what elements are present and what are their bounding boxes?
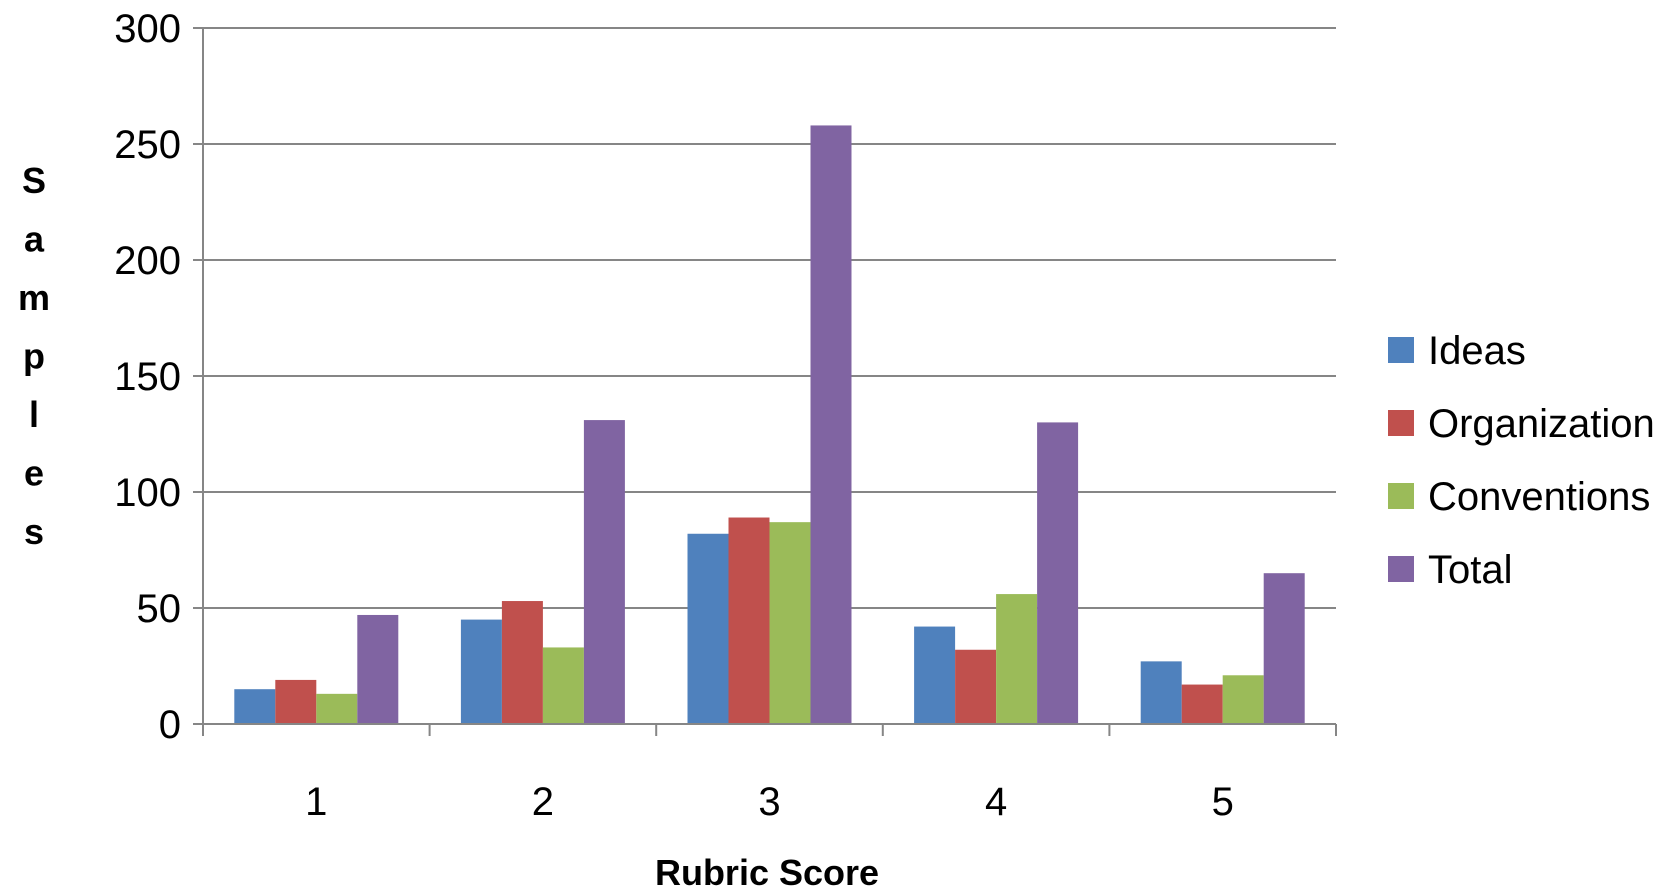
legend-label: Organization (1428, 402, 1655, 446)
x-tick-label: 3 (758, 780, 780, 824)
bar-organization (275, 679, 317, 724)
bar-conventions (1222, 675, 1264, 724)
x-tick-label: 2 (532, 780, 554, 824)
legend-swatch (1388, 483, 1414, 509)
y-tick-label: 250 (114, 123, 181, 167)
legend-swatch (1388, 556, 1414, 582)
y-axis-title-letter: m (18, 277, 50, 318)
y-axis-title-letter: S (22, 160, 46, 201)
y-tick-label: 150 (114, 355, 181, 399)
legend-label: Ideas (1428, 329, 1526, 373)
bars (234, 125, 1305, 724)
x-tick-label: 4 (985, 780, 1007, 824)
bar-conventions (996, 594, 1038, 724)
x-axis-title: Rubric Score (655, 852, 879, 893)
bar-organization (728, 517, 770, 724)
y-axis-title-letter: s (24, 511, 44, 552)
gridlines (193, 27, 1336, 725)
x-tick-label: 5 (1212, 780, 1234, 824)
bar-ideas (460, 619, 502, 724)
bar-total (1263, 573, 1305, 724)
legend-label: Conventions (1428, 475, 1650, 519)
bar-conventions (316, 693, 358, 724)
legend-swatch (1388, 410, 1414, 436)
legend-swatch (1388, 337, 1414, 363)
bar-total (810, 125, 852, 724)
y-tick-label: 0 (159, 703, 181, 747)
x-tick-labels: 1 2 3 4 5 (305, 780, 1234, 824)
y-axis-title-letter: p (23, 336, 45, 377)
bar-ideas (914, 626, 956, 724)
y-tick-label: 50 (137, 587, 182, 631)
y-axis-title-letter: a (24, 219, 45, 260)
bar-ideas (687, 533, 729, 724)
bar-total (1037, 422, 1079, 724)
y-axis-title-letter: e (24, 453, 44, 494)
y-axis-title-letter: l (29, 394, 39, 435)
bar-conventions (542, 647, 584, 724)
y-tick-label: 200 (114, 239, 181, 283)
bar-conventions (769, 522, 811, 724)
bar-total (357, 614, 399, 724)
legend: Ideas Organization Conventions Total (1388, 329, 1655, 592)
bar-organization (1181, 684, 1223, 724)
legend-label: Total (1428, 548, 1513, 592)
bar-organization (501, 601, 543, 724)
x-tick-label: 1 (305, 780, 327, 824)
bar-organization (955, 649, 997, 724)
y-tick-labels: 0 50 100 150 200 250 300 (114, 7, 181, 747)
y-tick-label: 100 (114, 471, 181, 515)
bar-ideas (1140, 661, 1182, 724)
axes (202, 28, 1337, 736)
y-tick-label: 300 (114, 7, 181, 51)
bar-total (583, 420, 625, 724)
bar-ideas (234, 689, 276, 724)
